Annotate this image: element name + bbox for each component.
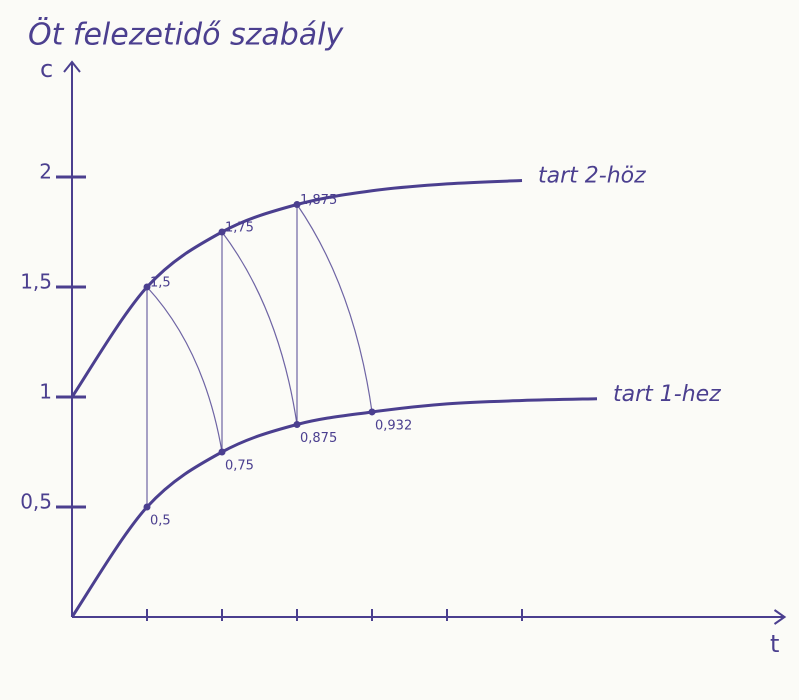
point: [143, 283, 151, 291]
point: [218, 448, 226, 456]
data-label: 0,932: [375, 418, 412, 433]
data-label: 1,75: [225, 221, 254, 236]
point: [368, 408, 376, 416]
series-line: [70, 179, 523, 398]
y-tick-label: 0,5: [20, 490, 52, 514]
y-tick-label: 1: [39, 380, 52, 404]
x-axis-arrow: [773, 609, 787, 625]
data-label: 1,5: [150, 276, 171, 291]
transfer-curve: [221, 231, 298, 425]
chart-title: Öt felezetidő szabály: [28, 17, 344, 53]
transfer-curve: [296, 204, 373, 413]
legend-label: tart 1-hez: [613, 382, 721, 407]
x-axis-label: t: [770, 630, 779, 658]
y-axis-label: c: [40, 55, 53, 83]
data-label: 0,5: [150, 514, 171, 529]
point: [218, 228, 226, 236]
point: [143, 503, 151, 511]
data-label: 1,875: [300, 193, 337, 208]
transfer-curve: [146, 286, 223, 453]
y-tick-label: 2: [39, 160, 52, 184]
y-axis-arrow: [63, 60, 81, 73]
data-label: 0,875: [300, 431, 337, 446]
data-label: 0,75: [225, 459, 254, 474]
legend-label: tart 2-höz: [538, 164, 646, 189]
point: [293, 421, 301, 428]
y-tick-label: 1,5: [20, 270, 52, 294]
point: [293, 201, 301, 208]
